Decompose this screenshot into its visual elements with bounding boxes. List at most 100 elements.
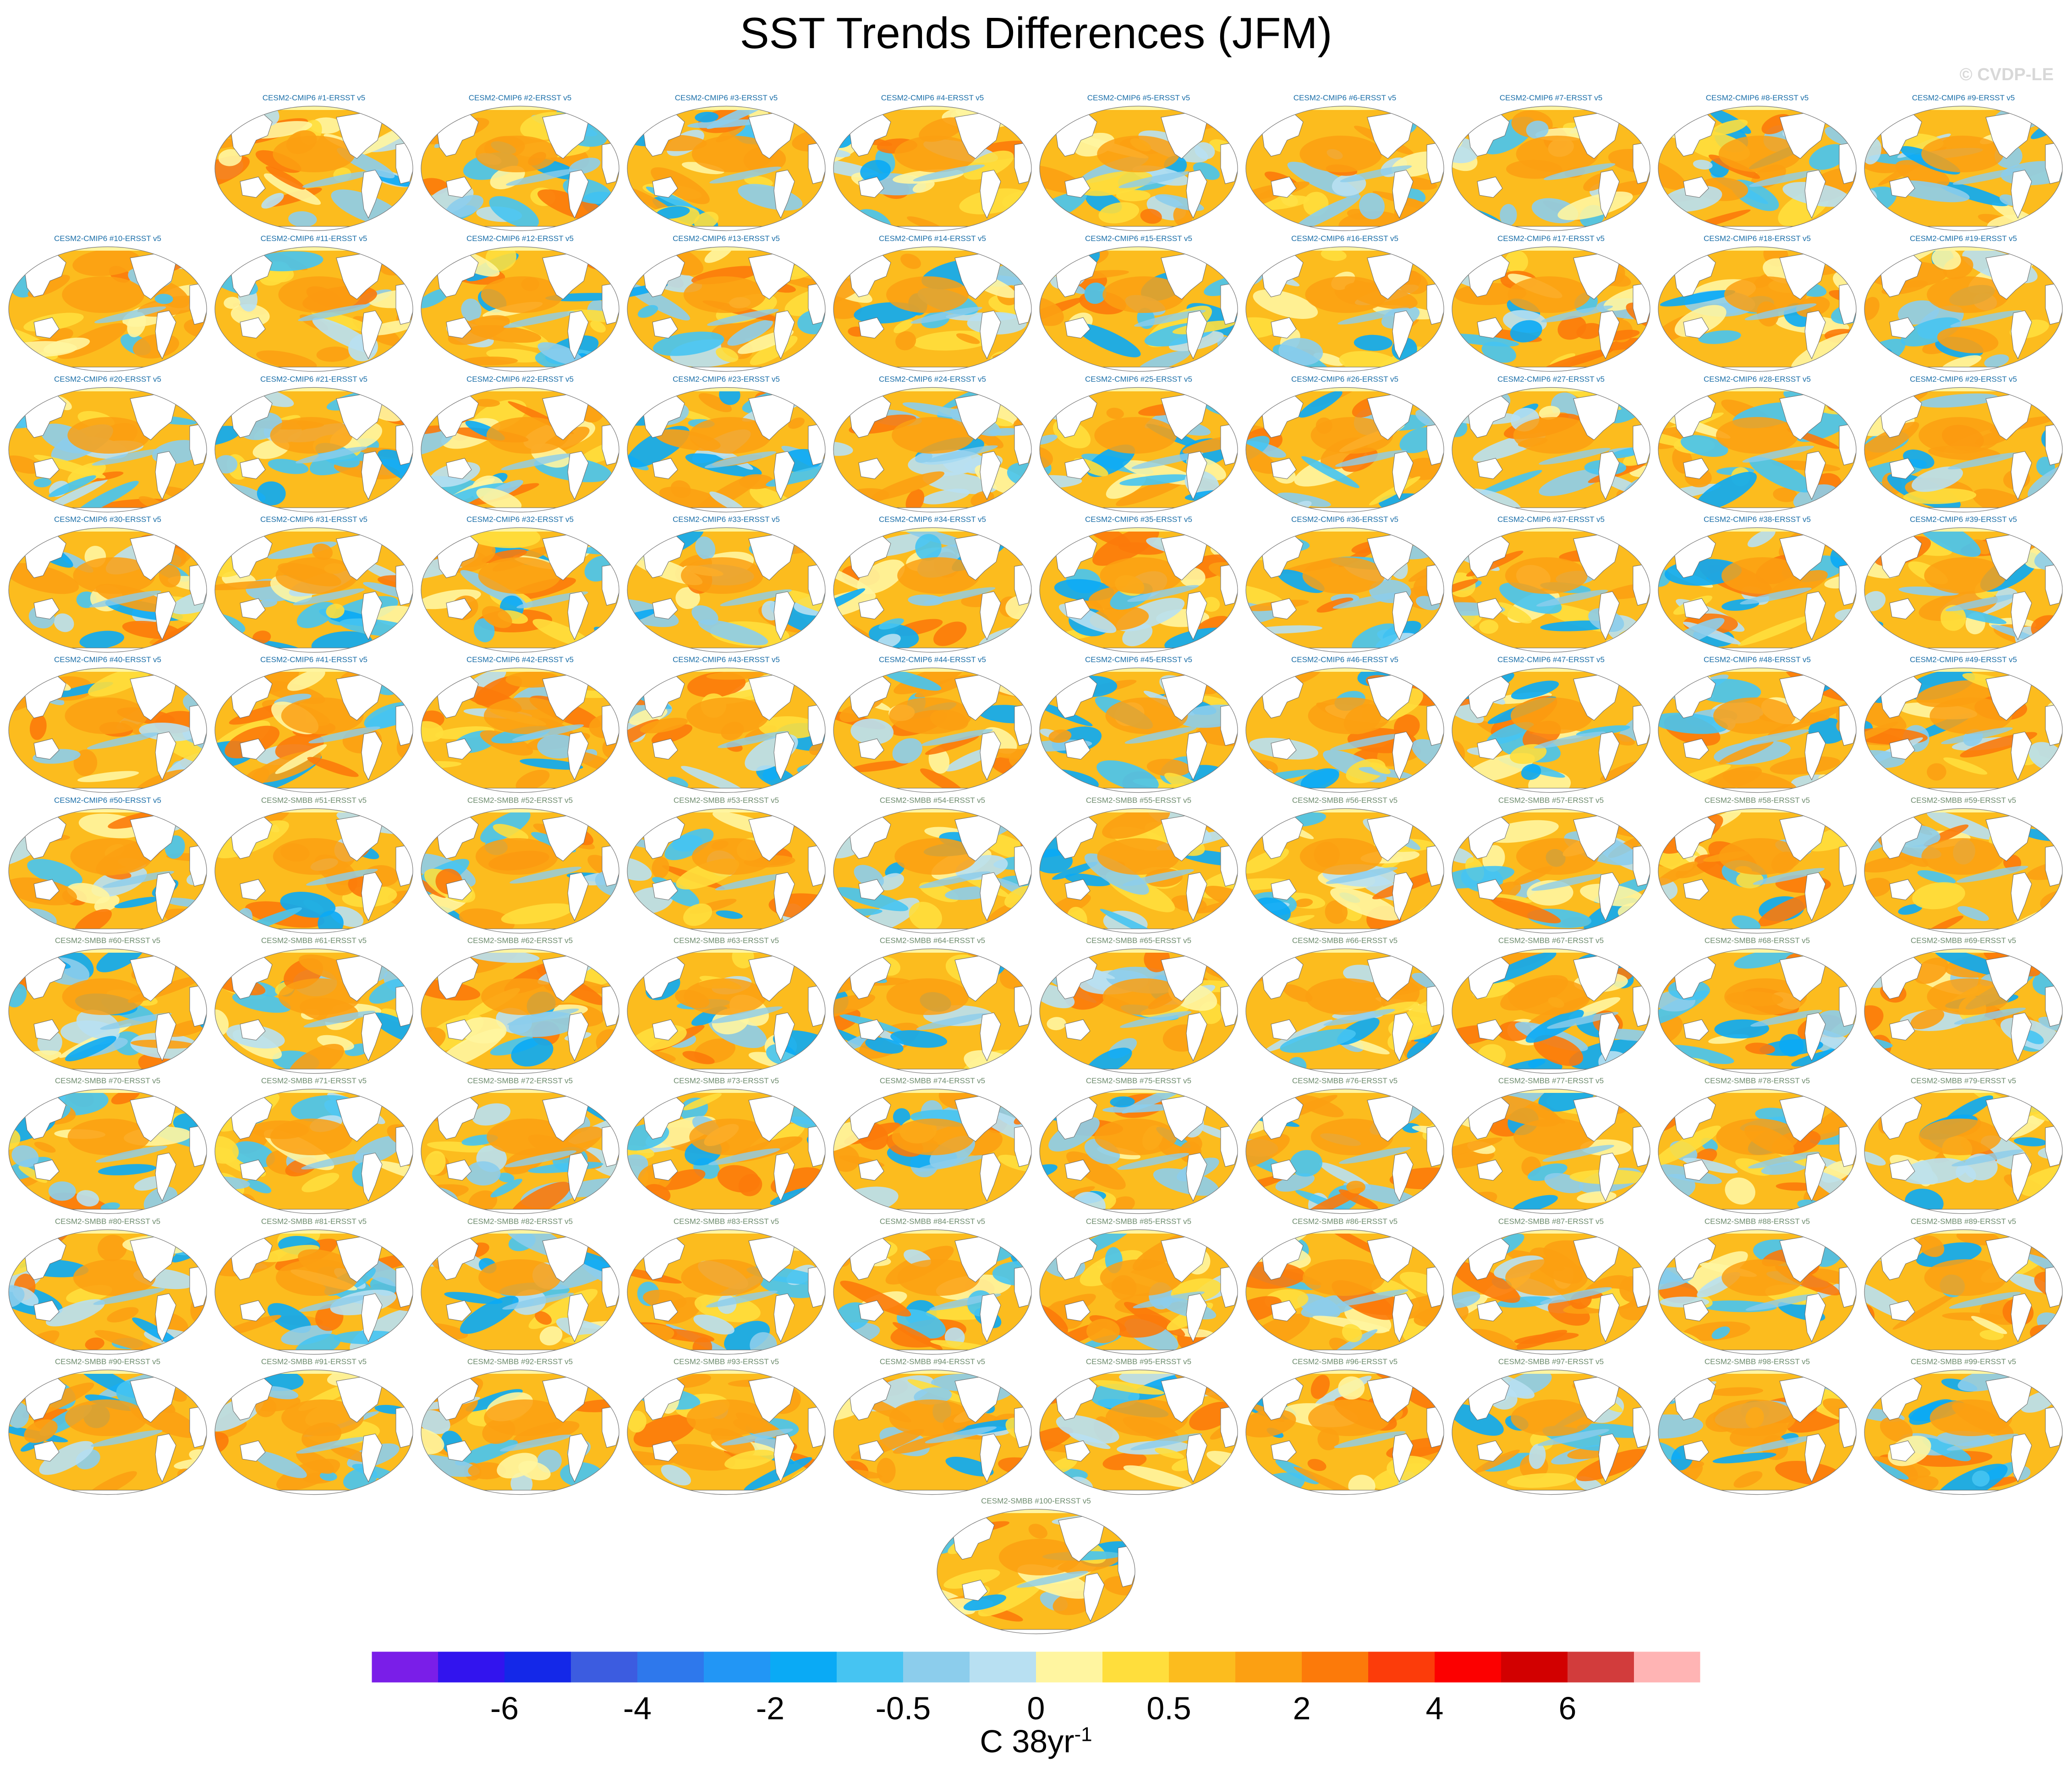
sst-anomaly-region [1922, 1437, 1971, 1461]
sst-anomaly-region [1991, 625, 2035, 640]
equatorial-cool-region [926, 445, 998, 462]
sst-anomaly-region [1500, 204, 1517, 226]
equatorial-cool-region [1332, 592, 1405, 609]
pacific-warm-region [1511, 1399, 1594, 1436]
sst-anomaly-region [915, 534, 942, 561]
continent [1889, 1159, 1915, 1181]
sst-anomaly-region [1048, 729, 1072, 743]
continent [1040, 647, 1238, 653]
sst-anomaly-region [1452, 579, 1478, 595]
continent [1889, 738, 1915, 760]
sst-anomaly-region [675, 587, 700, 609]
map-outline [1452, 387, 1650, 513]
continent [1889, 1300, 1915, 1322]
sst-anomaly-region [2035, 347, 2062, 363]
continent [215, 788, 413, 793]
sst-map [1245, 948, 1444, 1074]
continent [833, 1350, 1031, 1355]
sst-anomaly-region [107, 1307, 139, 1322]
panel-title: CESM2-CMIP6 #23-ERSST v5 [673, 375, 780, 384]
sst-anomaly-region [1040, 446, 1053, 469]
map-outline [1864, 808, 2063, 934]
sst-anomaly-region [627, 532, 634, 546]
equatorial-cool-region [91, 1430, 163, 1447]
sst-anomaly-region [833, 563, 873, 593]
sst-map [421, 387, 619, 513]
equatorial-cool-region [1956, 866, 2028, 883]
continent [1477, 738, 1503, 760]
sst-anomaly-region [497, 1173, 515, 1183]
sst-anomaly-region [637, 305, 658, 318]
map-panel: CESM2-SMBB #70-ERSST v5 [6, 1076, 209, 1216]
sst-anomaly-region [803, 1050, 825, 1074]
continent [9, 647, 207, 653]
sst-anomaly-region [1932, 248, 1961, 270]
sst-anomaly-region [606, 1243, 619, 1256]
sst-anomaly-region [54, 613, 74, 632]
equatorial-cool-region [1122, 869, 1194, 886]
sst-anomaly-region [76, 1009, 120, 1039]
pacific-warm-region [692, 838, 775, 875]
pacific-warm-region [73, 557, 156, 594]
continent [9, 367, 207, 372]
arctic-band [215, 527, 413, 532]
continent [1040, 1069, 1238, 1074]
arctic-band [1452, 808, 1650, 812]
pacific-warm-region [273, 838, 356, 875]
equatorial-cool-region [89, 590, 161, 608]
sst-anomaly-region [482, 606, 512, 628]
equatorial-cool-region [1323, 1009, 1395, 1026]
arctic-band [9, 668, 207, 672]
sst-map [421, 948, 619, 1074]
continent [1864, 507, 2062, 512]
pacific-warm-region [1513, 417, 1596, 454]
equatorial-cool-region [506, 169, 578, 186]
sst-anomaly-region [977, 431, 1004, 449]
equatorial-cool-region [1133, 1291, 1205, 1309]
watermark: © CVDP-LE [1959, 65, 2054, 84]
pacific-warm-region [998, 1539, 1081, 1575]
map-panel: CESM2-CMIP6 #16-ERSST v5 [1244, 234, 1446, 374]
map-outline [1039, 808, 1238, 934]
sst-map [1452, 1369, 1650, 1495]
continent [2011, 451, 2032, 500]
map-panel: CESM2-CMIP6 #7-ERSST v5 [1450, 93, 1652, 233]
arctic-band [1246, 1370, 1444, 1374]
sst-anomaly-region [933, 621, 967, 646]
map-outline [421, 105, 619, 231]
pacific-warm-region [1100, 1259, 1183, 1296]
map-outline [1245, 667, 1444, 793]
continent [833, 788, 1031, 793]
continent [446, 176, 472, 198]
sst-anomaly-region [909, 902, 942, 931]
continent [1392, 170, 1414, 219]
continent [567, 591, 589, 641]
continent [155, 1012, 176, 1062]
arctic-band [937, 1509, 1135, 1513]
arctic-band [1246, 808, 1444, 812]
sst-map [8, 948, 207, 1074]
map-panel: CESM2-SMBB #65-ERSST v5 [1037, 936, 1240, 1076]
map-panel: CESM2-SMBB #98-ERSST v5 [1656, 1357, 1858, 1497]
map-panel: CESM2-CMIP6 #25-ERSST v5 [1037, 375, 1240, 515]
sst-anomaly-region [257, 481, 286, 506]
continent [1598, 731, 1620, 781]
colorbar-swatch [903, 1651, 970, 1683]
continent [1804, 1152, 1826, 1202]
panel-title: CESM2-CMIP6 #9-ERSST v5 [1912, 93, 2015, 102]
sst-map [8, 1088, 207, 1214]
sst-map [214, 246, 413, 372]
equatorial-cool-region [914, 1155, 986, 1172]
continent [155, 731, 176, 781]
continent [1477, 1159, 1503, 1181]
pacific-warm-region [892, 1119, 975, 1155]
arctic-band [1246, 1089, 1444, 1093]
equatorial-cool-region [1950, 310, 2022, 327]
sst-anomaly-region [260, 1245, 319, 1262]
continent [446, 1159, 472, 1181]
continent [1246, 1350, 1444, 1355]
colorbar-swatch [1501, 1651, 1568, 1683]
arctic-band [1246, 247, 1444, 251]
sst-anomaly-region [1864, 691, 1907, 731]
continent [446, 879, 472, 900]
